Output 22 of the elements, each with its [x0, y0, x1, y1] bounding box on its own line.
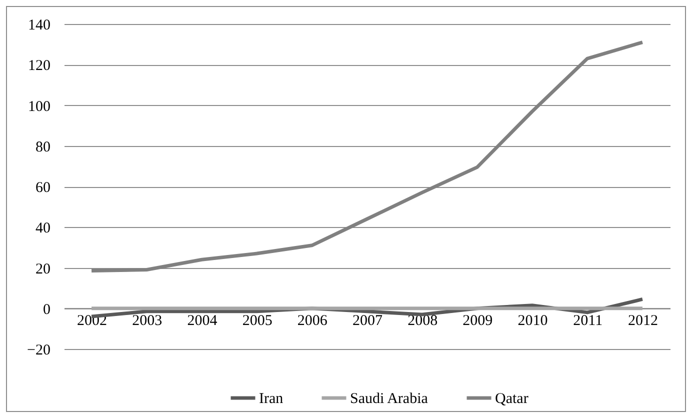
y-tick-label: 120	[28, 58, 50, 74]
y-tick-label: 60	[36, 180, 50, 196]
y-tick-label: 100	[28, 98, 50, 115]
x-tick-label: 2004	[187, 312, 218, 329]
x-tick-label: 2012	[628, 312, 658, 329]
y-tick-label: 0	[43, 302, 50, 318]
legend-label: Iran	[259, 391, 284, 407]
y-tick-label: −20	[27, 342, 50, 358]
legend-label: Saudi Arabia	[350, 391, 428, 407]
y-tick-label: 140	[28, 18, 50, 34]
x-tick-label: 2007	[352, 312, 383, 329]
x-tick-label: 2009	[462, 312, 493, 329]
x-tick-label: 2011	[573, 312, 603, 329]
x-tick-label: 2010	[518, 312, 548, 329]
y-tick-label: 20	[36, 261, 50, 278]
y-tick-label: 80	[36, 139, 50, 156]
legend-label: Qatar	[495, 391, 528, 407]
x-tick-label: 2006	[297, 312, 328, 329]
x-tick-label: 2005	[242, 312, 272, 329]
y-tick-label: 40	[36, 220, 50, 237]
x-tick-label: 2008	[408, 312, 438, 329]
x-tick-label: 2003	[132, 312, 162, 329]
